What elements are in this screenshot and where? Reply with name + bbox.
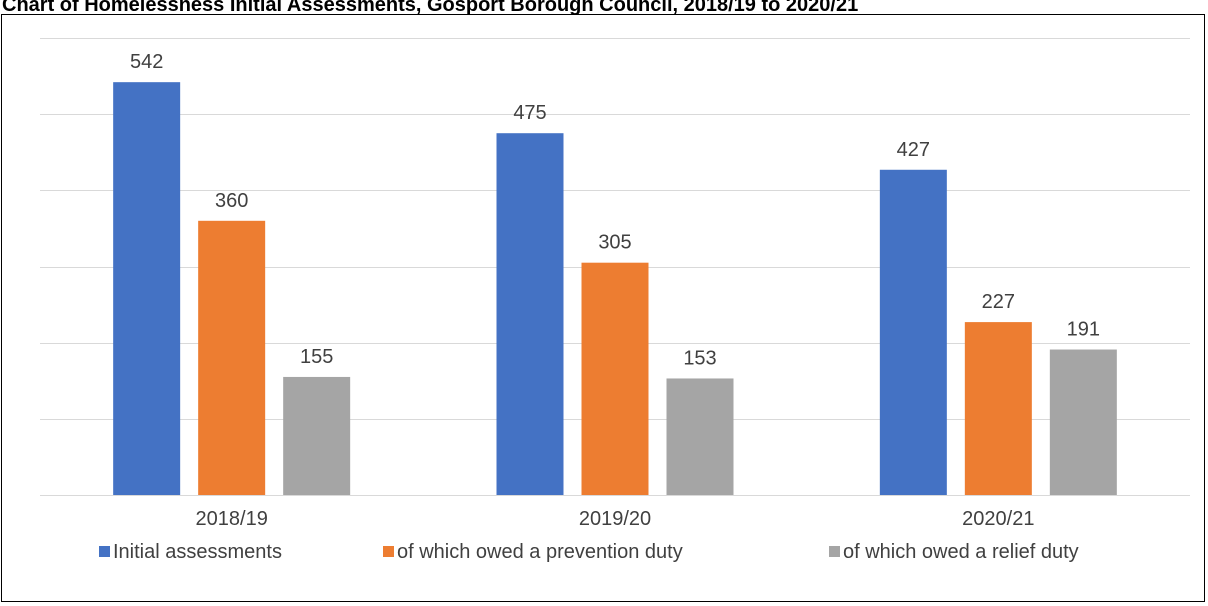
data-label: 475 [513,102,546,124]
legend-swatch-2 [829,546,840,557]
bar-1-0 [198,220,266,496]
data-label: 227 [982,291,1015,313]
data-label: 153 [683,347,716,369]
data-label: 427 [897,139,930,161]
data-label: 360 [215,190,248,212]
bar-0-2 [879,169,947,496]
bar-2-2 [1049,349,1117,495]
legend-swatch-1 [383,546,394,557]
data-label: 542 [130,51,163,73]
bar-0-1 [496,133,564,495]
legend-label: of which owed a prevention duty [397,541,683,563]
legend-label: Initial assessments [113,541,282,563]
bar-1-2 [964,322,1032,495]
bar-1-1 [581,262,649,495]
data-label: 305 [598,232,631,254]
data-label: 155 [300,346,333,368]
bar-chart: 542 360 155 2018/19 475 305 153 2019/20 427 227 19… [40,38,1190,563]
legend-swatch-0 [99,546,110,557]
chart-title: Chart of Homelessness Initial Assessment… [2,0,859,15]
bar-2-0 [283,376,351,495]
x-tick-label: 2018/19 [196,508,268,530]
chart-frame: 542 360 155 2018/19 475 305 153 2019/20 427 227 19… [1,14,1205,602]
x-tick-label: 2020/21 [962,508,1034,530]
bar-0-0 [113,82,181,495]
legend-label: of which owed a relief duty [843,541,1079,563]
data-label: 191 [1067,319,1100,341]
bar-2-1 [666,378,734,495]
x-tick-label: 2019/20 [579,508,651,530]
